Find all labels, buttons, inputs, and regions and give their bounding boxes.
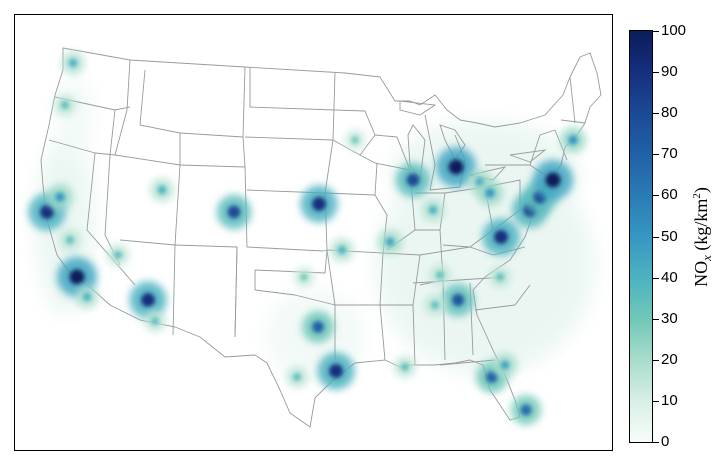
hotspot-new-york	[533, 160, 573, 200]
colorbar-tick-label: 10	[661, 391, 678, 409]
colorbar-tick-label: 40	[661, 268, 678, 286]
hotspot-boston	[560, 127, 586, 153]
colorbar	[629, 30, 653, 443]
colorbar-label-units-pre: (kg/km	[691, 198, 711, 256]
colorbar-tick	[653, 236, 659, 238]
colorbar-tick	[653, 442, 659, 443]
colorbar-tick-label: 70	[661, 145, 678, 163]
colorbar-label-sub: x	[699, 255, 714, 261]
hotspot-phoenix	[129, 281, 167, 319]
emission-hotspots	[28, 51, 586, 426]
hotspot-orlando	[492, 352, 518, 378]
colorbar-tick	[653, 400, 659, 402]
hotspot-oklahoma-city	[293, 266, 315, 288]
colorbar-tick	[653, 31, 659, 32]
colorbar-label-units-post: )	[691, 187, 711, 194]
hotspot-sacramento	[47, 184, 73, 210]
hotspot-nashville	[429, 264, 451, 286]
hotspot-minneapolis	[344, 129, 366, 151]
us-nox-map	[28, 47, 602, 428]
colorbar-tick	[653, 72, 659, 74]
hotspot-atlanta	[441, 283, 475, 317]
colorbar-tick-label: 30	[661, 309, 678, 327]
hotspot-fresno	[59, 229, 81, 251]
hotspot-pittsburgh	[477, 180, 503, 206]
hotspot-houston	[317, 352, 355, 390]
colorbar-tick	[653, 154, 659, 156]
hotspot-chicago	[395, 162, 431, 198]
state-borders	[40, 47, 602, 428]
colorbar-tick	[653, 113, 659, 115]
colorbar-tick	[653, 277, 659, 279]
hotspot-charlotte	[489, 266, 511, 288]
hotspot-salt-lake-city	[150, 178, 174, 202]
colorbar-tick	[653, 359, 659, 361]
hotspot-omaha	[300, 185, 338, 223]
colorbar-tick	[653, 318, 659, 320]
colorbar-tick	[653, 195, 659, 197]
colorbar-label-main: NO	[691, 260, 711, 287]
hotspot-san-antonio	[286, 366, 308, 388]
colorbar-tick-label: 60	[661, 186, 678, 204]
colorbar-label-units-sup: 2	[691, 193, 703, 199]
hotspot-birmingham	[424, 294, 446, 316]
hotspot-las-vegas	[107, 244, 129, 266]
hotspot-seattle	[61, 51, 85, 75]
colorbar-label: NOx (kg/km2)	[691, 187, 715, 287]
colorbar-tick-label: 0	[661, 433, 670, 450]
colorbar-tick-label: 20	[661, 350, 678, 368]
hotspot-richmond	[482, 218, 520, 256]
hotspot-miami	[510, 394, 542, 426]
hotspot-kansas-city	[330, 238, 354, 262]
colorbar-tick-label: 90	[661, 63, 678, 81]
colorbar-tick-label: 50	[661, 227, 678, 245]
hotspot-tucson	[144, 310, 166, 332]
hotspot-denver	[216, 194, 252, 230]
colorbar-tick-label: 100	[661, 22, 687, 39]
hotspot-san-diego	[75, 285, 99, 309]
hotspot-portland	[54, 94, 76, 116]
hotspot-dallas	[302, 311, 334, 343]
hotspot-new-orleans	[394, 356, 416, 378]
hotspot-detroit	[436, 147, 476, 187]
hotspot-st-louis	[377, 229, 403, 255]
hotspot-indianapolis	[421, 198, 445, 222]
map-frame	[14, 14, 613, 451]
colorbar-tick-label: 80	[661, 104, 678, 122]
